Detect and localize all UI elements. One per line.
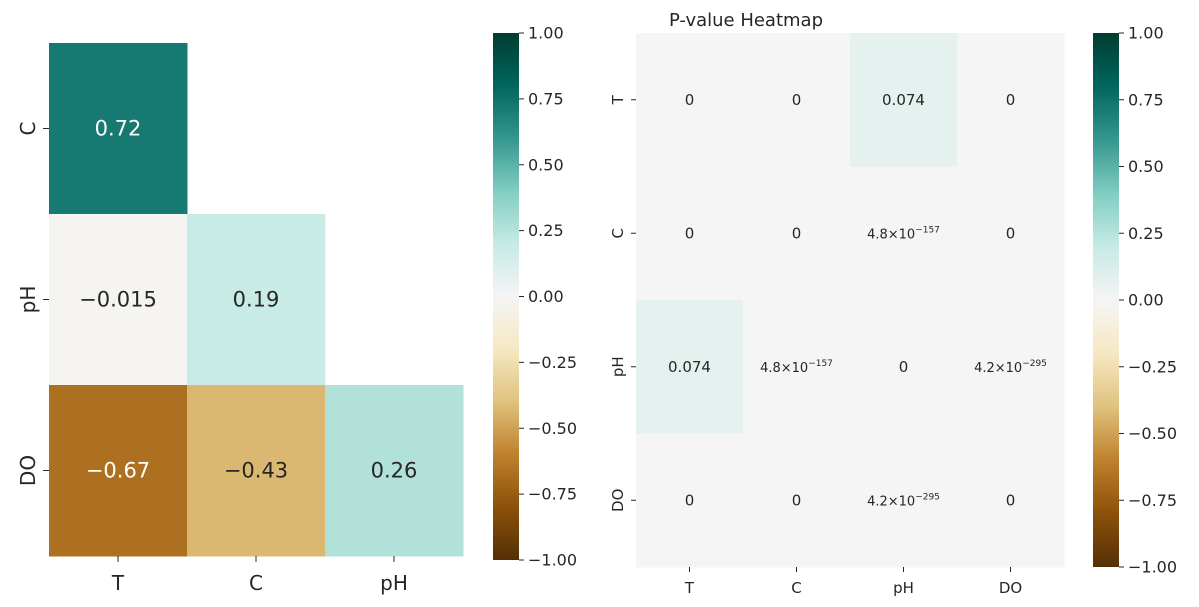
pvalue-colorbar-tick-label: 1.00 [1128, 24, 1164, 43]
correlation-colorbar-tick-label: 0.75 [528, 89, 564, 108]
correlation-cell-labels: 0.72 −0.015 0.19 −0.67 −0.43 0.26 [79, 117, 417, 483]
correlation-cell-label: −0.43 [224, 459, 288, 483]
pvalue-cell [850, 33, 958, 167]
pvalue-cell [850, 166, 958, 301]
pvalue-cell [636, 433, 744, 568]
pvalue-cell-labels: 0 0 0.074 0 0 0 4.8×10−157 0 0.074 4.8×10−157 0 4.2… [668, 91, 1047, 510]
correlation-cell [49, 214, 188, 386]
correlation-cell [187, 385, 326, 557]
pvalue-cell [743, 33, 851, 167]
pvalue-cell [957, 166, 1065, 301]
pvalue-colorbar-tick-label: 0.25 [1128, 224, 1164, 243]
pvalue-cell [957, 33, 1065, 167]
correlation-x-tick-label: C [249, 571, 263, 595]
correlation-cell [49, 385, 188, 557]
correlation-x-tick-label: T [111, 571, 125, 595]
pvalue-colorbar-tick-label: −0.50 [1128, 424, 1177, 443]
pvalue-cell-label: 0.074 [668, 358, 711, 376]
correlation-y-tick-label: pH [16, 286, 40, 314]
pvalue-y-tick-label: T [609, 94, 627, 105]
pvalue-cell [743, 300, 851, 434]
correlation-colorbar-tick-label: 0.00 [528, 287, 564, 306]
correlation-y-tick-label: C [16, 122, 40, 136]
pvalue-cell [636, 166, 744, 301]
pvalue-cell-label: 4.8×10−157 [760, 359, 833, 376]
correlation-colorbar-tick-label: 1.00 [528, 24, 564, 43]
pvalue-colorbar-tick-label: 0.00 [1128, 291, 1164, 310]
pvalue-heatmap-title: P-value Heatmap [669, 10, 823, 31]
pvalue-colorbar-tick-label: 0.75 [1128, 90, 1164, 109]
pvalue-cell [957, 433, 1065, 568]
correlation-colorbar: 1.00 0.75 0.50 0.25 0.00 −0.25 −0.50 −0.75 −1.00 [493, 24, 577, 570]
pvalue-cell [743, 433, 851, 568]
pvalue-y-tick-label: pH [609, 356, 627, 377]
correlation-cell [49, 43, 188, 215]
correlation-cell-label: −0.67 [86, 459, 150, 483]
correlation-cell-label: 0.26 [371, 459, 418, 483]
pvalue-colorbar-tick-label: 0.50 [1128, 157, 1164, 176]
pvalue-cells [636, 33, 1065, 568]
pvalue-x-tick-label: T [684, 579, 695, 597]
pvalue-cell [636, 33, 744, 167]
pvalue-x-tick-label: pH [893, 579, 914, 597]
correlation-colorbar-bar [493, 33, 519, 560]
pvalue-colorbar-tick-label: −0.25 [1128, 357, 1177, 376]
pvalue-y-tick-label: DO [609, 489, 627, 512]
correlation-colorbar-tick-label: −1.00 [528, 551, 577, 570]
pvalue-cell-label: 0 [1006, 491, 1016, 509]
correlation-colorbar-tick-label: −0.25 [528, 353, 577, 372]
pvalue-colorbar-tick-label: −0.75 [1128, 491, 1177, 510]
pvalue-cell-label: 0.074 [882, 91, 925, 109]
pvalue-cell-label: 4.2×10−295 [867, 492, 940, 509]
pvalue-x-tick-label: DO [999, 579, 1022, 597]
pvalue-cell-label: 0 [685, 491, 695, 509]
pvalue-cell-label: 0 [685, 91, 695, 109]
correlation-cell [325, 385, 464, 557]
correlation-colorbar-tick-label: −0.50 [528, 419, 577, 438]
pvalue-cell-label: 4.8×10−157 [867, 225, 940, 242]
pvalue-cell-label: 0 [899, 358, 909, 376]
pvalue-colorbar-bar [1093, 33, 1119, 567]
correlation-y-ticks: CpH DO [16, 122, 49, 486]
pvalue-cell-label: 0 [685, 224, 695, 242]
pvalue-cell-label: 0 [1006, 224, 1016, 242]
pvalue-y-ticks: T CpH DO [609, 94, 636, 512]
pvalue-cell-label: 0 [792, 224, 802, 242]
pvalue-cell [636, 300, 744, 434]
correlation-cell-label: −0.015 [79, 288, 157, 312]
correlation-cells [49, 43, 464, 557]
correlation-x-tick-label: pH [380, 571, 408, 595]
pvalue-heatmap: P-value Heatmap 0 0 0.074 0 0 0 4.8×10−157 0 0.0… [609, 10, 1177, 597]
pvalue-colorbar-tick-label: −1.00 [1128, 558, 1177, 577]
correlation-colorbar-tick-label: 0.25 [528, 221, 564, 240]
correlation-cell-label: 0.19 [233, 288, 280, 312]
pvalue-cell-label: 0 [792, 91, 802, 109]
pvalue-y-tick-label: C [609, 228, 627, 238]
pvalue-cell [957, 300, 1065, 434]
correlation-cell-label: 0.72 [95, 117, 142, 141]
pvalue-cell [743, 166, 851, 301]
pvalue-x-tick-label: C [791, 579, 801, 597]
correlation-cell [187, 214, 326, 386]
pvalue-cell-label: 4.2×10−295 [974, 359, 1047, 376]
correlation-colorbar-tick-label: −0.75 [528, 485, 577, 504]
pvalue-cell [850, 433, 958, 568]
pvalue-cell-label: 0 [1006, 91, 1016, 109]
pvalue-cell [850, 300, 958, 434]
correlation-colorbar-tick-label: 0.50 [528, 155, 564, 174]
correlation-y-tick-label: DO [16, 455, 40, 486]
pvalue-cell-label: 0 [792, 491, 802, 509]
pvalue-colorbar: 1.00 0.75 0.50 0.25 0.00 −0.25 −0.50 −0.75 −1.00 [1093, 24, 1177, 577]
